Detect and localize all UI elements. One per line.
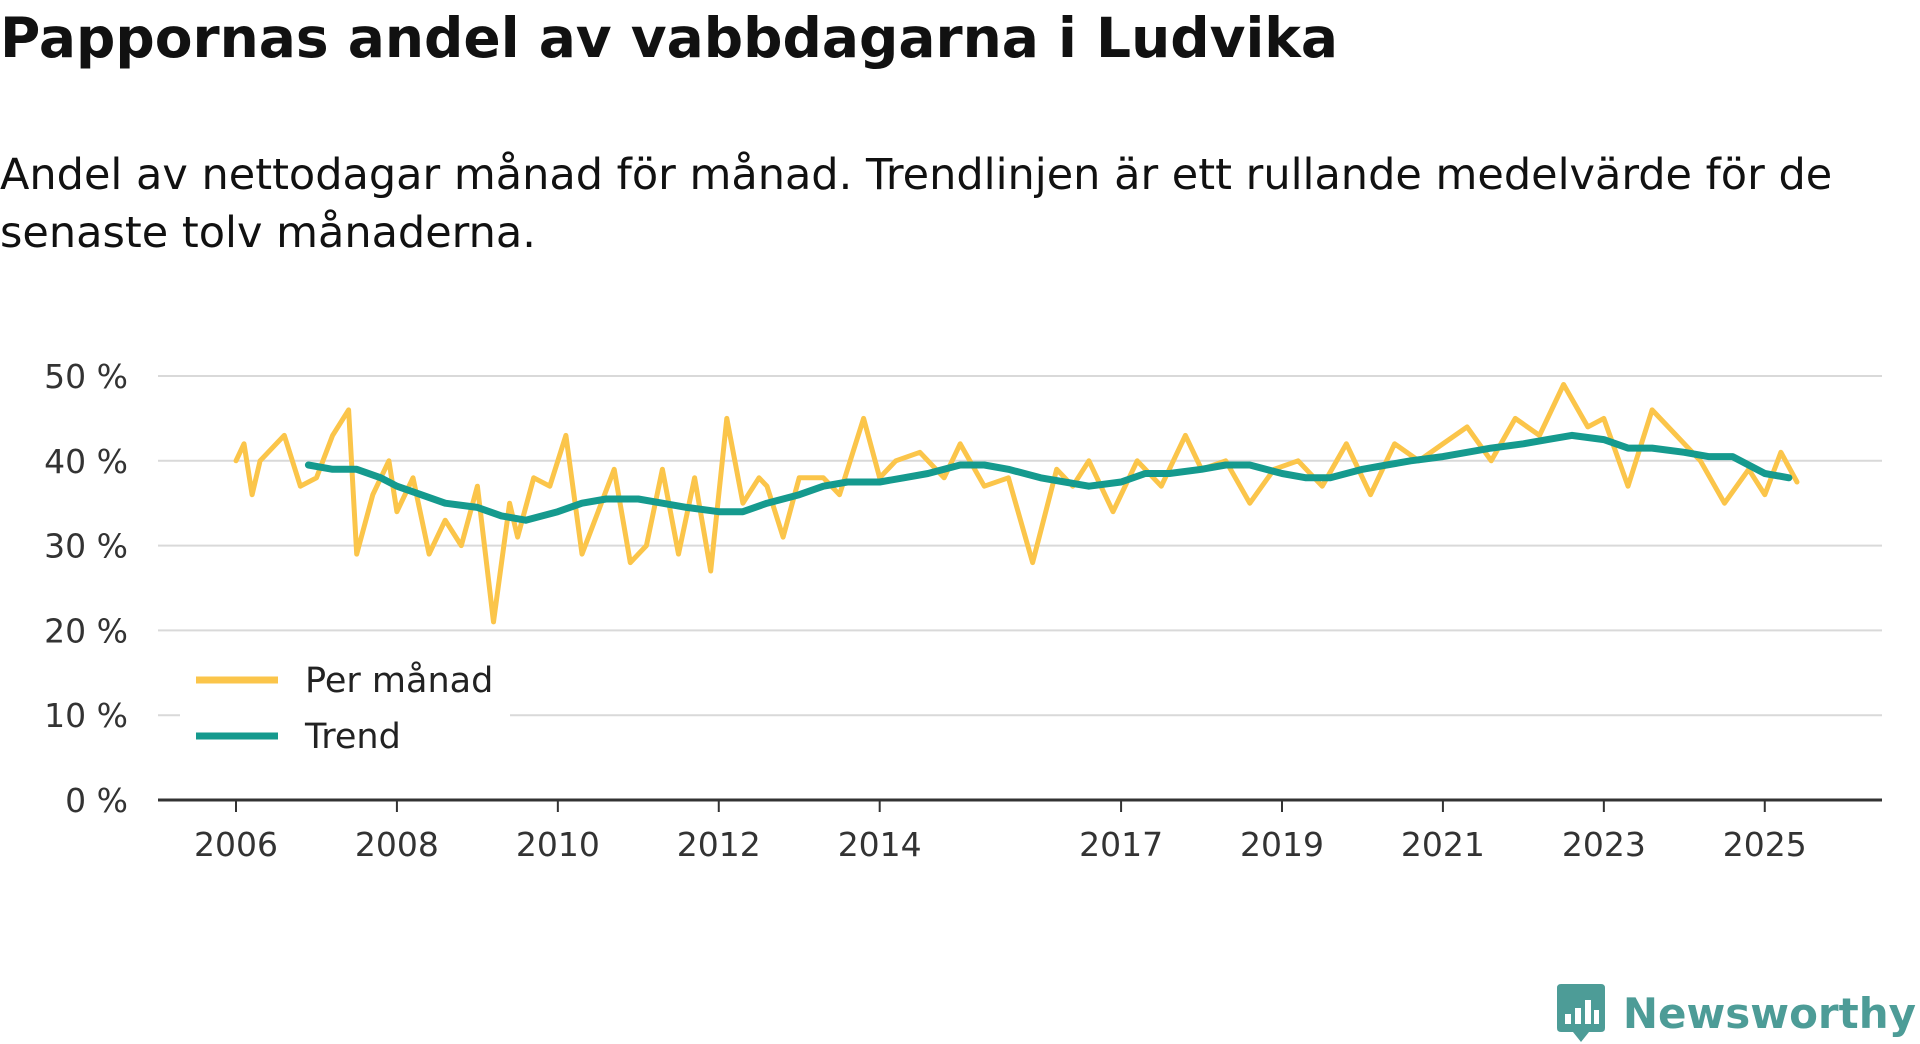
y-tick-label: 10 % — [44, 696, 128, 735]
x-tick-label: 2012 — [677, 825, 761, 864]
x-tick-label: 2014 — [838, 825, 922, 864]
x-tick-label: 2006 — [194, 825, 278, 864]
brand-logo: Newsworthy — [1555, 982, 1916, 1044]
legend: Per månad Trend — [180, 650, 510, 757]
chart-subtitle: Andel av nettodagar månad för månad. Tre… — [0, 150, 1833, 258]
legend-label-trend: Trend — [304, 717, 401, 757]
y-tick-label: 0 % — [65, 781, 128, 820]
x-tick-label: 2025 — [1723, 825, 1807, 864]
x-tick-label: 2010 — [516, 825, 600, 864]
line-chart: 0 % 10 % 20 % 30 % 40 % 50 % 2006 2008 2010 2012… — [44, 357, 1882, 864]
series — [233, 382, 1800, 625]
chart-title: Pappornas andel av vabbdagarna i Ludvika — [0, 6, 1338, 70]
series-line-monthly — [233, 382, 1800, 625]
series-line-trend — [304, 431, 1793, 524]
y-tick-label: 50 % — [44, 357, 128, 396]
bar-chart-speech-bubble-icon — [1556, 984, 1605, 1042]
x-tick-label: 2021 — [1401, 825, 1485, 864]
y-axis: 0 % 10 % 20 % 30 % 40 % 50 % — [44, 357, 128, 820]
y-tick-label: 20 % — [44, 611, 128, 650]
x-tick-label: 2023 — [1562, 825, 1646, 864]
x-axis: 2006 2008 2010 2012 2014 2017 2019 2021 2023 2025 — [158, 798, 1882, 864]
gridlines — [158, 375, 1882, 717]
brand-name: Newsworthy — [1622, 988, 1916, 1038]
x-tick-label: 2017 — [1079, 825, 1163, 864]
y-tick-label: 40 % — [44, 442, 128, 481]
x-tick-label: 2019 — [1240, 825, 1324, 864]
y-tick-label: 30 % — [44, 527, 128, 566]
x-tick-label: 2008 — [355, 825, 439, 864]
legend-label-monthly: Per månad — [305, 660, 493, 701]
